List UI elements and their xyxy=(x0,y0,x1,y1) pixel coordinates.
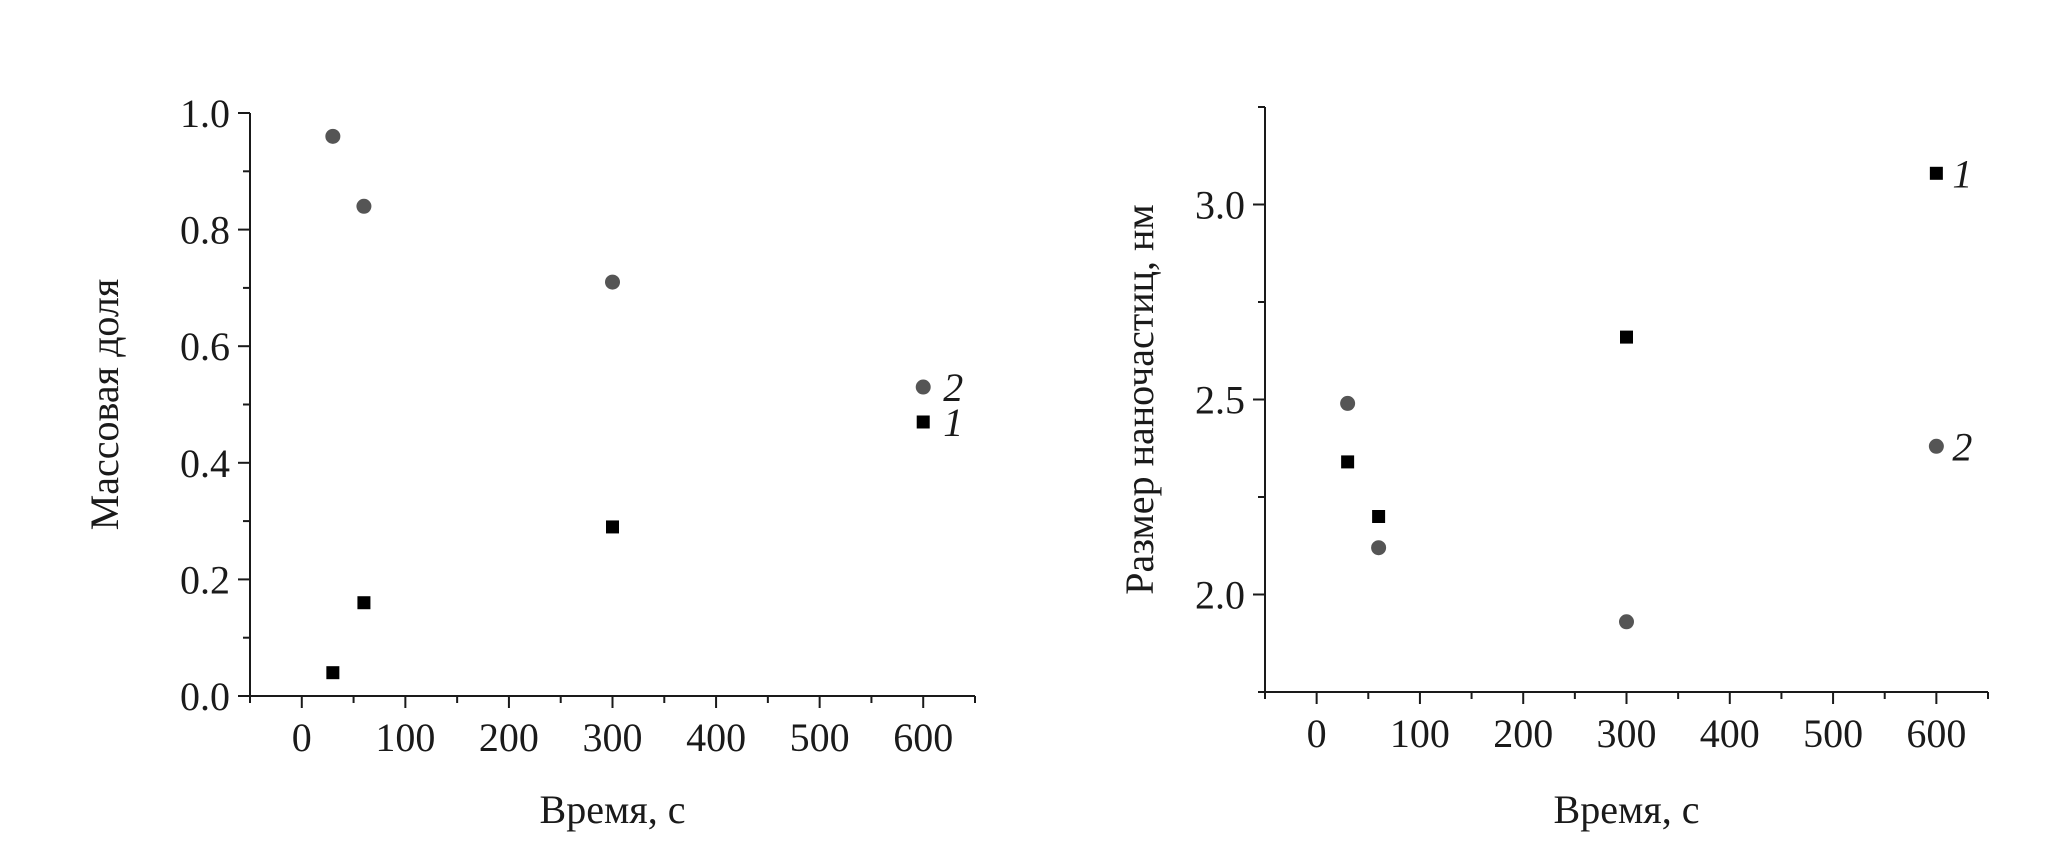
x-tick-label: 400 xyxy=(686,715,746,760)
y-tick-label: 0.2 xyxy=(180,557,230,602)
data-point-circle xyxy=(1371,540,1387,556)
data-point-square xyxy=(606,520,619,534)
series-label: 2 xyxy=(943,365,963,410)
series-label: 2 xyxy=(1952,424,1972,469)
series-label: 1 xyxy=(1952,151,1972,196)
x-tick-label: 100 xyxy=(375,715,435,760)
y-tick-label: 0.0 xyxy=(180,674,230,719)
data-point-circle xyxy=(1619,614,1634,630)
y-tick-label: 2.5 xyxy=(1195,378,1245,423)
series-label: 1 xyxy=(943,400,963,445)
data-point-circle xyxy=(1928,438,1944,454)
data-point-circle xyxy=(605,274,620,290)
x-tick-label: 500 xyxy=(790,715,850,760)
x-tick-label: 200 xyxy=(479,715,539,760)
y-tick-label: 3.0 xyxy=(1195,183,1245,228)
x-axis-title: Время, с xyxy=(540,787,686,832)
series-1: 1 xyxy=(1341,151,1972,523)
chart-panel-2: 0 100 200 300 400 500 600 2.0 2.5 3.0 Время, с Разм… xyxy=(1117,106,1989,832)
data-point-circle xyxy=(1340,395,1356,411)
series-2: 2 xyxy=(1340,395,1972,630)
x-tick-label: 600 xyxy=(893,715,953,760)
data-point-square xyxy=(1620,330,1633,344)
data-point-circle xyxy=(325,128,341,144)
series-1: 1 xyxy=(326,400,963,680)
y-tick-label: 0.4 xyxy=(180,441,230,486)
data-point-circle xyxy=(915,379,931,395)
data-point-circle xyxy=(356,198,372,214)
x-axis-title: Время, с xyxy=(1554,787,1700,832)
x-tick-label: 100 xyxy=(1390,711,1450,756)
y-tick-label: 1.0 xyxy=(180,91,230,136)
x-tick-label: 300 xyxy=(1597,711,1657,756)
x-tick-label: 0 xyxy=(1307,711,1327,756)
series-2: 2 xyxy=(325,128,963,410)
chart-panel-1: 0 100 200 300 400 500 600 0.0 0.2 0.4 0.6 0.8 1.0 Вре… xyxy=(82,91,976,832)
y-axis-title: Размер наночастиц, нм xyxy=(1117,204,1162,594)
x-tick-label: 0 xyxy=(292,715,312,760)
data-point-square xyxy=(916,415,930,429)
y-axis-title: Массовая доля xyxy=(82,279,127,531)
x-tick-label: 400 xyxy=(1700,711,1760,756)
data-point-square xyxy=(357,596,371,610)
x-tick-label: 500 xyxy=(1803,711,1863,756)
data-point-square xyxy=(1929,166,1943,180)
data-point-square xyxy=(1372,510,1386,523)
x-tick-label: 200 xyxy=(1493,711,1553,756)
y-tick-label: 2.0 xyxy=(1195,573,1245,618)
y-tick-label: 0.6 xyxy=(180,324,230,369)
x-tick-label: 600 xyxy=(1906,711,1966,756)
x-tick-label: 300 xyxy=(583,715,643,760)
y-tick-label: 0.8 xyxy=(180,208,230,253)
data-point-square xyxy=(1341,455,1355,469)
data-point-square xyxy=(326,666,340,680)
